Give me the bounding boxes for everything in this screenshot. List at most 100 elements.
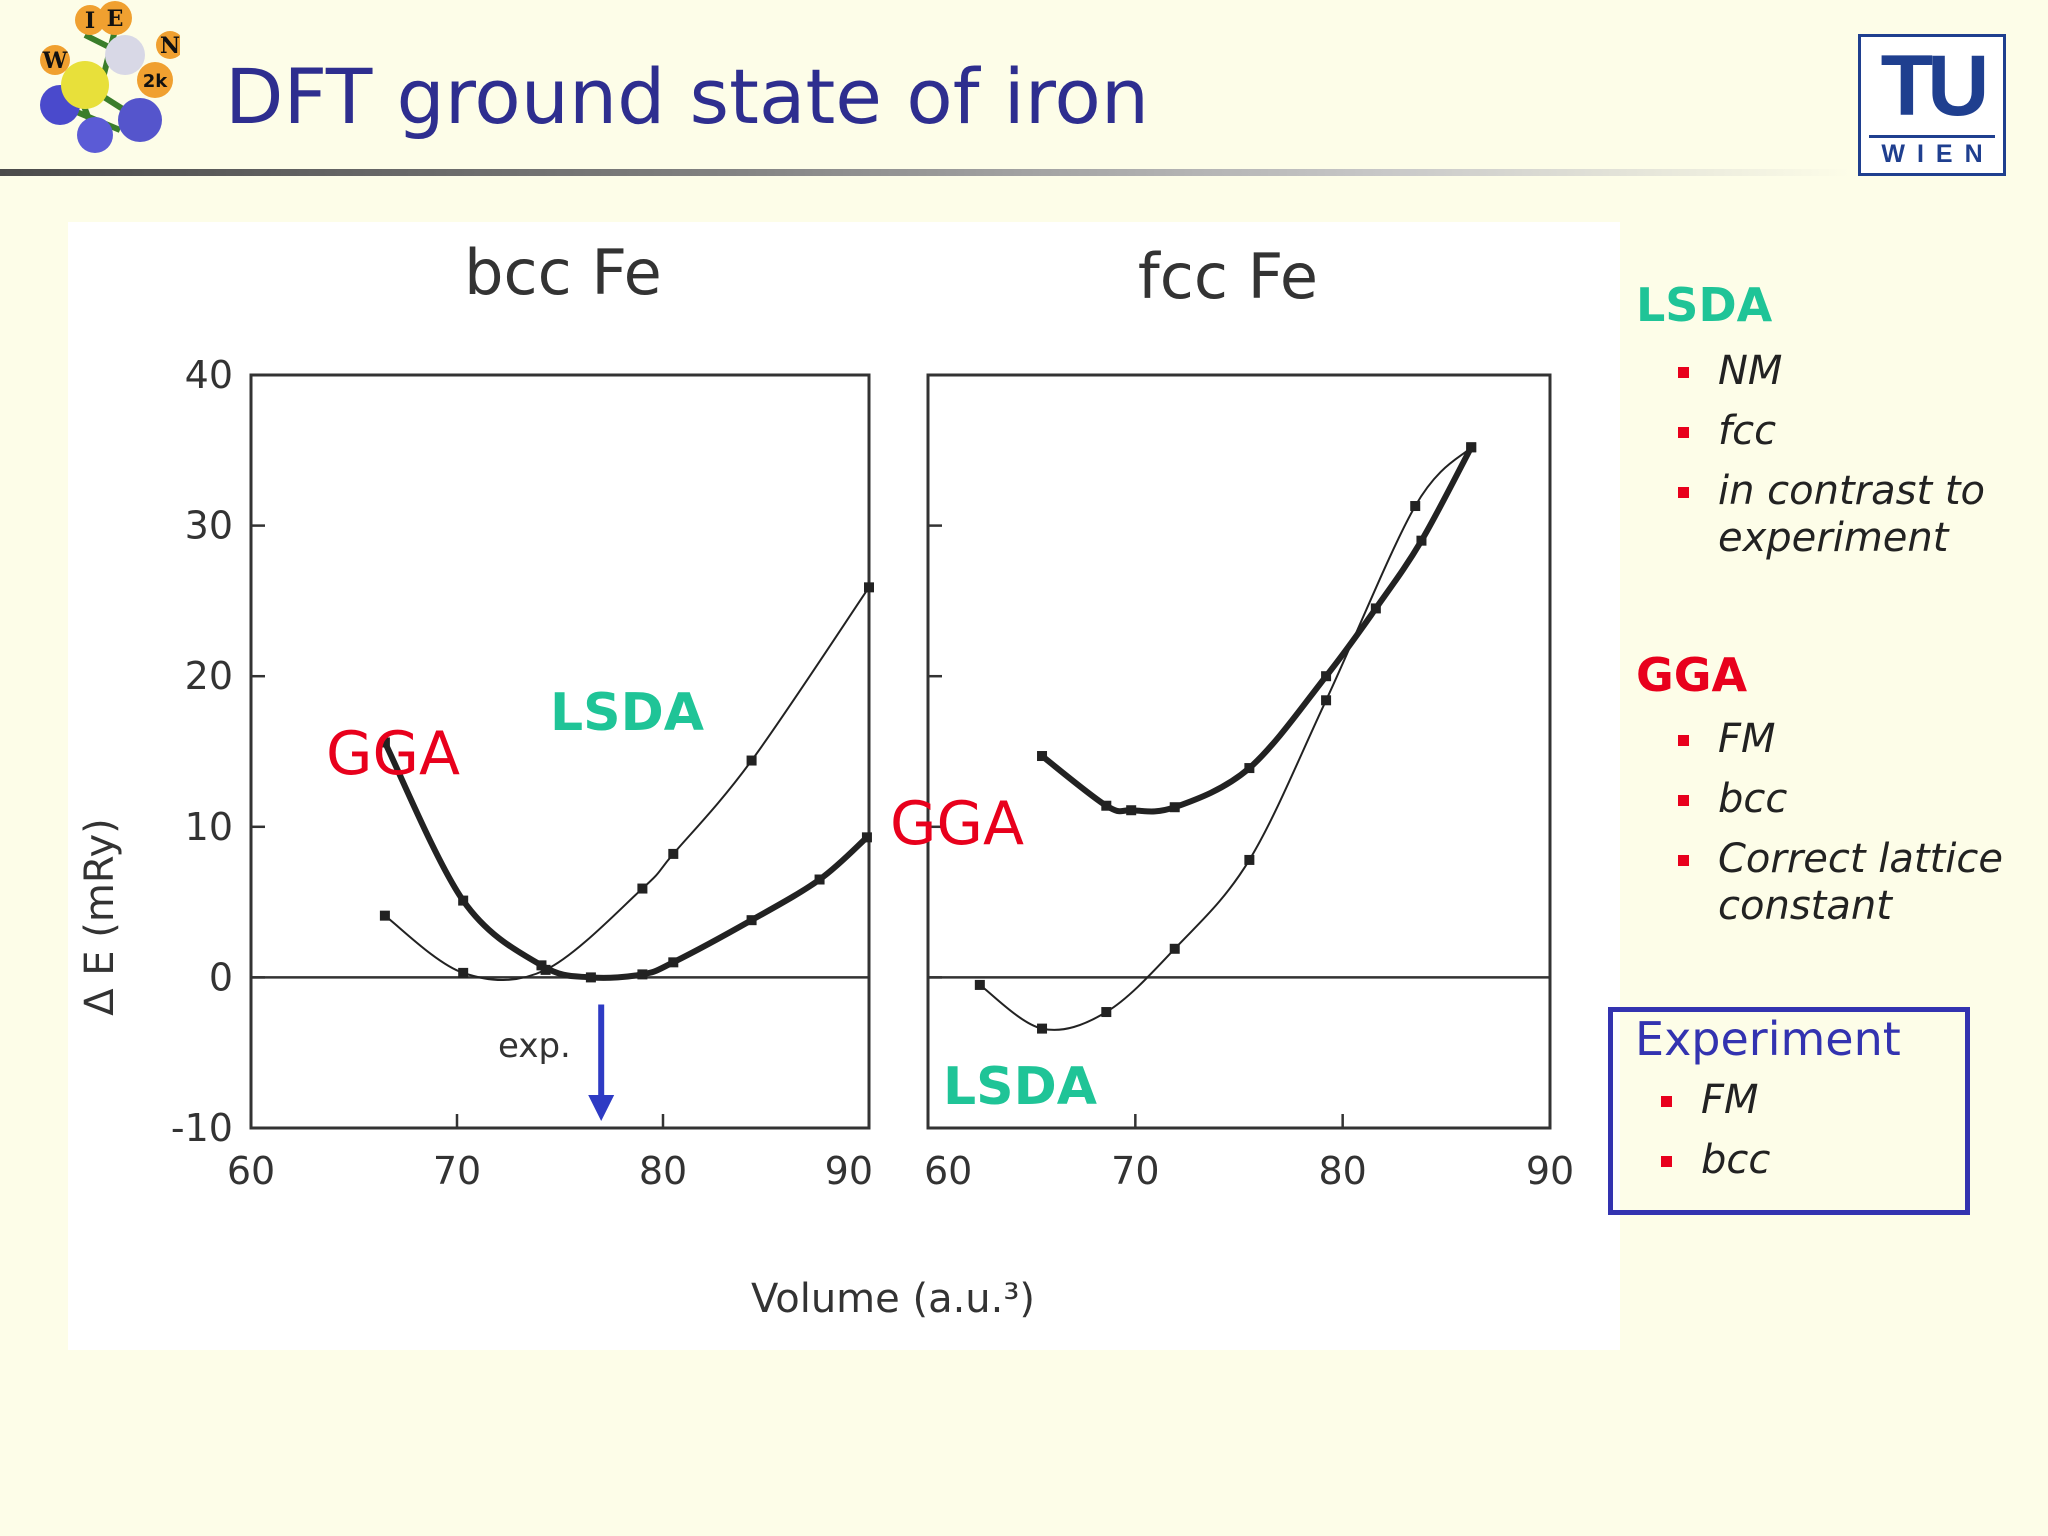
sidebar: LSDA NM fcc in contrast to experiment GG… — [1630, 278, 2040, 1238]
list-item: in contrast to experiment — [1630, 468, 2034, 562]
experiment-item-bcc: bcc — [1701, 1137, 1771, 1183]
x-axis-label: Volume (a.u.³) — [751, 1276, 1035, 1322]
x-tick-label: 80 — [1318, 1149, 1366, 1193]
series-gga-point — [746, 915, 757, 926]
list-item: FM — [1613, 1077, 1965, 1124]
series-lsda-point — [668, 848, 679, 859]
y-tick-label: 20 — [185, 654, 233, 698]
bcc-gga-annotation: GGA — [326, 719, 460, 789]
experiment-arrow-head — [588, 1094, 615, 1121]
tu-logo-divider — [1869, 135, 1995, 138]
wien2k-letter-w: W — [42, 48, 68, 74]
series-gga-point — [668, 957, 679, 968]
series-lsda-point — [637, 883, 648, 894]
series-gga-point — [1169, 802, 1180, 813]
series-gga-point — [1126, 805, 1137, 816]
tu-logo-letters: TU — [1880, 38, 1990, 134]
x-tick-label: 80 — [639, 1149, 687, 1193]
wien2k-logo: I E W N 2k — [40, 1, 180, 153]
x-tick-label: 60 — [227, 1149, 275, 1193]
lsda-item-nm: NM — [1718, 348, 1783, 394]
fcc-panel: fcc Fe 60 70 80 90 — [924, 240, 1574, 1193]
bcc-lsda-annotation: LSDA — [550, 683, 704, 743]
y-tick-label: 40 — [185, 353, 233, 397]
series-gga-point — [637, 969, 648, 980]
energy-volume-figure: bcc Fe 60 70 80 90 40 30 20 10 0 -10 fcc Fe 60 70 80 9… — [68, 222, 1620, 1350]
list-item: bcc — [1613, 1137, 1965, 1184]
wien2k-letter-e: E — [107, 6, 124, 32]
x-tick-label: 60 — [924, 1149, 972, 1193]
lsda-item-fcc: fcc — [1718, 408, 1777, 454]
y-tick-label: 30 — [185, 504, 233, 548]
y-tick-label: -10 — [171, 1106, 233, 1150]
series-gga-point — [458, 895, 469, 906]
bullet-icon — [1678, 367, 1689, 378]
bullet-icon — [1678, 735, 1689, 746]
experiment-item-fm: FM — [1701, 1077, 1759, 1123]
panel-title: fcc Fe — [1138, 240, 1318, 313]
series-gga-point — [861, 832, 872, 843]
list-item: FM — [1630, 716, 2034, 763]
wien2k-letter-i: I — [85, 8, 95, 34]
panel-title: bcc Fe — [464, 236, 662, 309]
tu-logo-wien: WIEN — [1881, 140, 1995, 168]
lsda-item-contrast: in contrast to experiment — [1718, 468, 1986, 561]
x-tick-label: 70 — [1111, 1149, 1159, 1193]
series-gga-point — [1416, 535, 1427, 546]
series-lsda-point — [1410, 501, 1421, 512]
series-gga-point — [1244, 763, 1255, 774]
lsda-heading: LSDA — [1636, 278, 1773, 332]
exp-annotation: exp. — [498, 1026, 571, 1066]
series-lsda-point — [1169, 943, 1180, 954]
tu-wien-logo: TU WIEN — [1858, 34, 2006, 176]
plot-frame — [926, 373, 1552, 1130]
slide-header: I E W N 2k DFT ground state of iron TU W… — [0, 0, 2048, 180]
gga-item-fm: FM — [1718, 716, 1776, 762]
fcc-lsda-annotation: LSDA — [943, 1057, 1097, 1117]
list-item: NM — [1630, 348, 2034, 395]
bcc-panel: bcc Fe 60 70 80 90 40 30 20 10 0 -10 — [171, 236, 874, 1193]
series-lsda-point — [1244, 854, 1255, 865]
gga-item-lattice: Correct lattice constant — [1718, 836, 2003, 929]
series-lsda-point — [1101, 1007, 1112, 1018]
series-gga-point — [1370, 603, 1381, 614]
series-gga-point — [1466, 442, 1477, 453]
bullet-icon — [1661, 1156, 1672, 1167]
bullet-icon — [1661, 1096, 1672, 1107]
bullet-icon — [1678, 427, 1689, 438]
wien2k-letter-n: N — [160, 33, 180, 59]
series-lsda-point — [864, 582, 874, 593]
gga-item-bcc: bcc — [1718, 776, 1788, 822]
series-gga-point — [1037, 751, 1048, 762]
gga-list: FM bcc Correct lattice constant — [1630, 716, 2034, 943]
series-lsda-point — [1321, 695, 1332, 706]
wien2k-letter-2k: 2k — [143, 71, 169, 92]
series-gga-point — [1321, 671, 1332, 682]
list-item: Correct lattice constant — [1630, 836, 2034, 930]
list-item: fcc — [1630, 408, 2034, 455]
bullet-icon — [1678, 795, 1689, 806]
lsda-list: NM fcc in contrast to experiment — [1630, 348, 2034, 575]
slide-title: DFT ground state of iron — [225, 52, 1149, 141]
fcc-gga-annotation: GGA — [890, 789, 1024, 859]
bullet-icon — [1678, 855, 1689, 866]
series-lsda-point — [379, 910, 390, 921]
figure-background — [68, 222, 1620, 1350]
series-lsda-point — [1037, 1023, 1048, 1034]
series-lsda-point — [458, 967, 469, 978]
x-tick-label: 90 — [825, 1149, 873, 1193]
bullet-icon — [1678, 487, 1689, 498]
experiment-box: Experiment FM bcc — [1608, 1007, 1970, 1215]
series-gga-point — [379, 737, 390, 748]
plot-frame — [249, 373, 871, 1130]
experiment-heading: Experiment — [1635, 1012, 1901, 1066]
series-gga-line — [1039, 444, 1475, 815]
x-tick-label: 70 — [433, 1149, 481, 1193]
series-gga-point — [536, 960, 547, 971]
series-gga-point — [814, 874, 825, 885]
y-axis-label: Δ E (mRy) — [77, 818, 123, 1016]
y-tick-label: 10 — [185, 805, 233, 849]
series-lsda-point — [746, 755, 757, 766]
series-lsda-point — [974, 979, 985, 990]
gga-heading: GGA — [1636, 648, 1748, 702]
